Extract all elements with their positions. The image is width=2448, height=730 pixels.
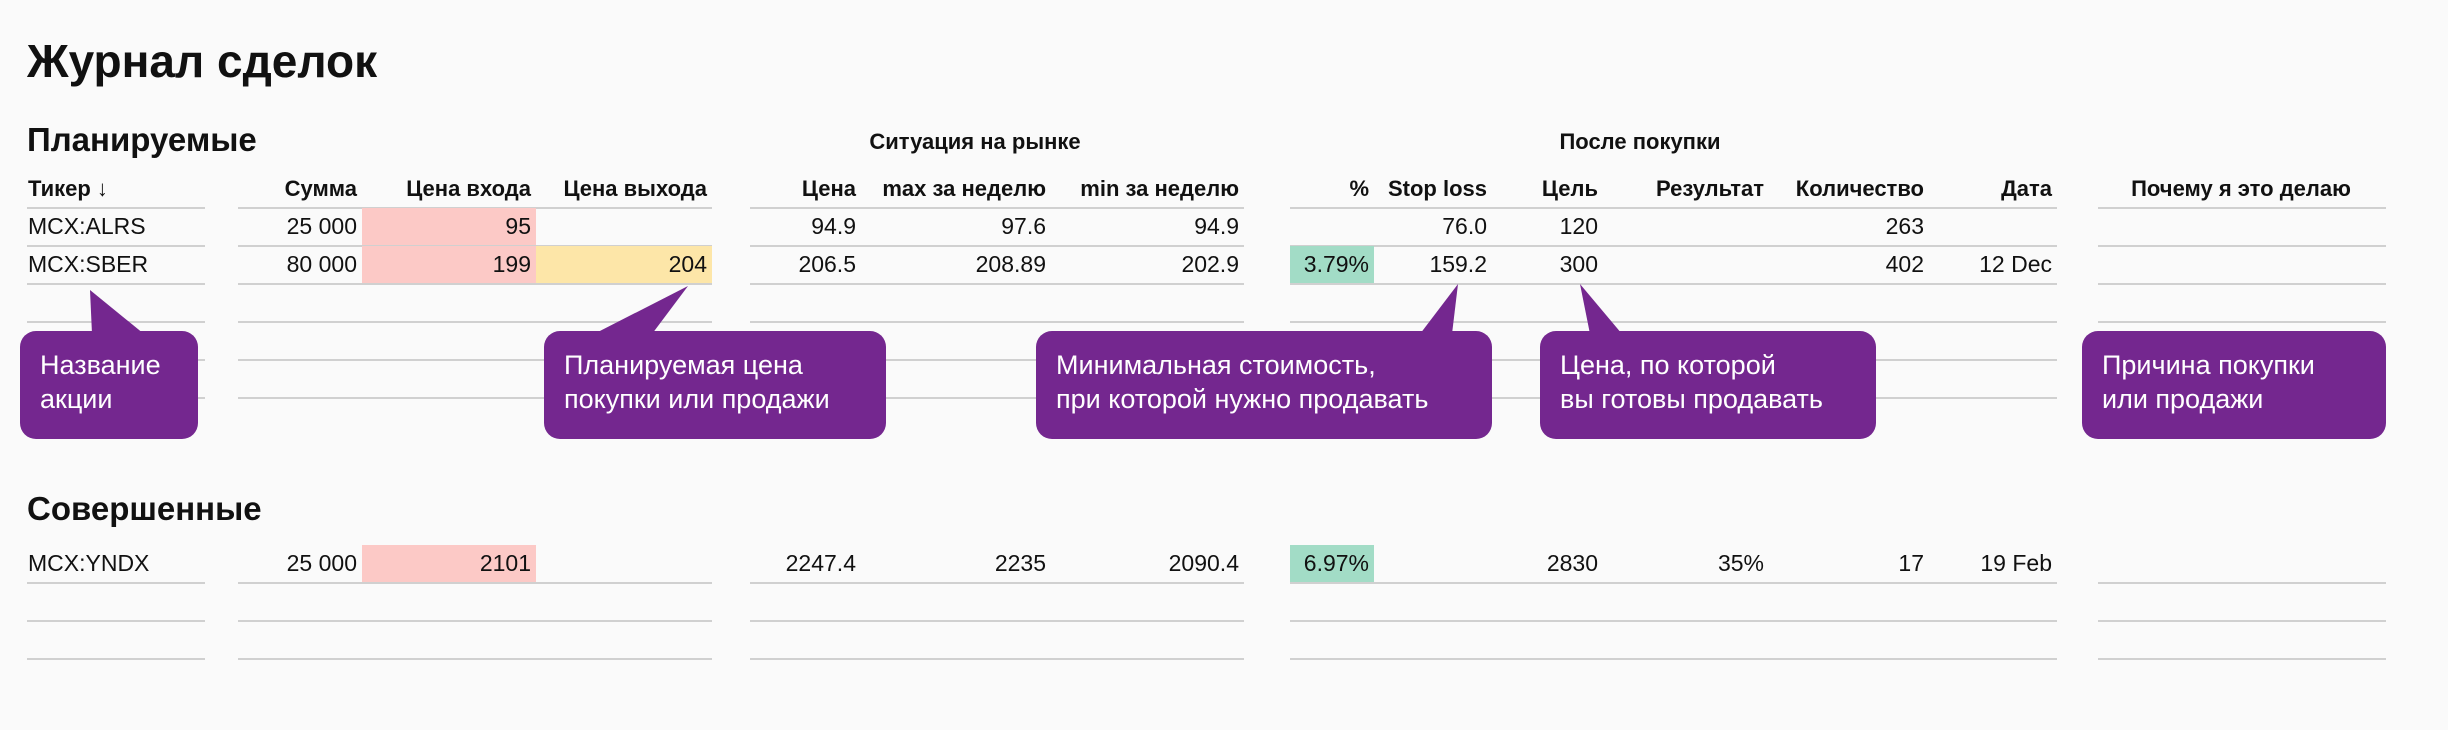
header-why[interactable]: Почему я это делаю	[2131, 176, 2351, 201]
callout-planned-price: Планируемая цена покупки или продажи	[544, 331, 886, 439]
planned-cell-min[interactable]: 202.9	[1181, 251, 1239, 277]
row-divider	[750, 582, 1244, 584]
callout-ticker-name: Название акции	[20, 331, 198, 439]
row-divider	[238, 283, 712, 285]
row-divider	[2098, 207, 2386, 209]
header-entry[interactable]: Цена входа	[406, 176, 531, 201]
header-date[interactable]: Дата	[2001, 176, 2052, 201]
header-exit[interactable]: Цена выхода	[563, 176, 707, 201]
planned-cell-sum[interactable]: 25 000	[286, 213, 357, 239]
row-divider	[750, 359, 1244, 361]
row-divider	[750, 321, 1244, 323]
planned-cell-sum[interactable]: 80 000	[286, 251, 357, 277]
row-divider	[1290, 283, 2057, 285]
row-divider	[1290, 620, 2057, 622]
header-price[interactable]: Цена	[801, 176, 856, 201]
callout-target: Цена, по которой вы готовы продавать	[1540, 331, 1876, 439]
row-divider	[2098, 658, 2386, 660]
callout-pointer-stop	[1420, 284, 1458, 334]
header-target[interactable]: Цель	[1541, 176, 1598, 201]
group-header-market: Ситуация на рынке	[869, 129, 1081, 154]
row-divider	[27, 207, 205, 209]
planned-cell-target[interactable]: 120	[1559, 213, 1598, 239]
row-divider	[2098, 582, 2386, 584]
done-cell-max[interactable]: 2235	[994, 550, 1046, 576]
planned-cell-stop[interactable]: 76.0	[1442, 213, 1487, 239]
done-cell-date[interactable]: 19 Feb	[1980, 550, 2052, 576]
row-divider	[27, 283, 205, 285]
done-cell-ticker[interactable]: MCX:YNDX	[28, 550, 150, 576]
done-cell-sum[interactable]: 25 000	[286, 550, 357, 576]
row-divider	[238, 620, 712, 622]
row-divider	[27, 245, 205, 247]
planned-cell-price[interactable]: 206.5	[798, 251, 856, 277]
done-cell-qty[interactable]: 17	[1898, 550, 1924, 576]
planned-cell-stop[interactable]: 159.2	[1429, 251, 1487, 277]
row-divider	[750, 207, 1244, 209]
section-title-done: Совершенные	[27, 490, 262, 527]
row-divider	[27, 658, 205, 660]
row-divider	[2098, 321, 2386, 323]
done-cell-target[interactable]: 2830	[1546, 550, 1598, 576]
row-divider	[27, 582, 205, 584]
callout-reason: Причина покупки или продажи	[2082, 331, 2386, 439]
row-divider	[27, 620, 205, 622]
planned-cell-price[interactable]: 94.9	[811, 213, 856, 239]
planned-cell-qty[interactable]: 263	[1885, 213, 1924, 239]
callout-pointer-name	[90, 290, 144, 334]
row-divider	[2098, 620, 2386, 622]
planned-cell-qty[interactable]: 402	[1885, 251, 1924, 277]
header-stop[interactable]: Stop loss	[1387, 176, 1487, 201]
row-divider	[238, 359, 712, 361]
callout-stop-loss: Минимальная стоимость, при которой нужно…	[1036, 331, 1492, 439]
section-title-planned: Планируемые	[27, 121, 257, 158]
page-title: Журнал сделок	[27, 35, 378, 87]
done-cell-pct[interactable]: 6.97%	[1290, 545, 1374, 582]
header-result[interactable]: Результат	[1655, 176, 1764, 201]
header-sum[interactable]: Сумма	[284, 176, 357, 201]
row-divider	[238, 658, 712, 660]
callout-pointer-target	[1580, 284, 1622, 334]
planned-cell-date[interactable]: 12 Dec	[1979, 251, 2052, 277]
row-divider	[1290, 658, 2057, 660]
row-divider	[1290, 207, 2057, 209]
planned-cell-max[interactable]: 97.6	[1001, 213, 1046, 239]
done-cell-result[interactable]: 35%	[1717, 550, 1764, 576]
row-divider	[2098, 245, 2386, 247]
row-divider	[238, 582, 712, 584]
row-divider	[238, 321, 712, 323]
group-header-after: После покупки	[1559, 129, 1721, 154]
row-divider	[750, 397, 1244, 399]
done-cell-min[interactable]: 2090.4	[1168, 550, 1239, 576]
header-ticker[interactable]: Тикер ↓	[28, 176, 108, 201]
header-qty[interactable]: Количество	[1795, 176, 1924, 201]
done-cell-entry[interactable]: 2101	[362, 545, 536, 582]
row-divider	[1290, 582, 2057, 584]
row-divider	[750, 658, 1244, 660]
header-max[interactable]: max за неделю	[882, 176, 1046, 201]
header-pct[interactable]: %	[1349, 176, 1369, 201]
row-divider	[750, 245, 1244, 247]
done-cell-price[interactable]: 2247.4	[785, 550, 856, 576]
planned-cell-ticker[interactable]: MCX:SBER	[28, 251, 149, 277]
row-divider	[1290, 321, 2057, 323]
row-divider	[750, 283, 1244, 285]
planned-cell-pct[interactable]: 3.79%	[1290, 246, 1374, 283]
planned-cell-min[interactable]: 94.9	[1194, 213, 1239, 239]
row-divider	[238, 397, 712, 399]
planned-cell-ticker[interactable]: MCX:ALRS	[28, 213, 146, 239]
row-divider	[2098, 283, 2386, 285]
planned-cell-entry[interactable]: 199	[362, 246, 536, 283]
planned-cell-max[interactable]: 208.89	[975, 251, 1046, 277]
planned-cell-entry[interactable]: 95	[362, 208, 536, 245]
callout-pointer-plan	[594, 286, 688, 334]
header-min[interactable]: min за неделю	[1080, 176, 1239, 201]
row-divider	[1290, 245, 2057, 247]
planned-cell-target[interactable]: 300	[1559, 251, 1598, 277]
row-divider	[750, 620, 1244, 622]
planned-cell-exit[interactable]: 204	[536, 246, 712, 283]
